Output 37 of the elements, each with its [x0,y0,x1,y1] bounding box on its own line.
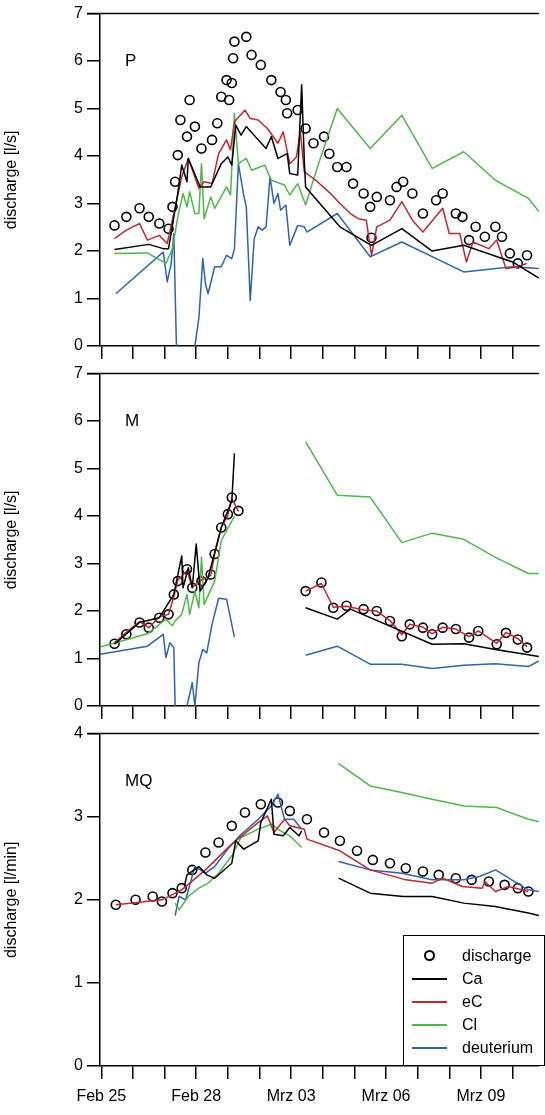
annotation: M [125,411,140,431]
y-tick-label: 1 [74,973,84,991]
y-tick-label: 6 [74,411,84,429]
y-axis-title: discharge [l/s] [2,130,20,230]
y-tick-label: 1 [74,288,84,306]
y-tick-label: 0 [74,336,84,354]
y-tick-label: 3 [74,553,84,571]
legend-label: deuterium [462,1038,534,1057]
y-axis-title: discharge [l/s] [2,490,20,590]
legend-label: Cl [462,1015,478,1034]
x-tick-label: Mrz 03 [266,1087,316,1105]
y-tick-label: 6 [74,51,84,69]
x-tick-label: Mrz 06 [361,1087,411,1105]
y-tick-label: 0 [74,1056,84,1074]
x-tick-label: Mrz 09 [456,1087,506,1105]
y-tick-label: 4 [74,724,84,742]
legend-label: eC [462,992,483,1011]
y-tick-label: 4 [74,146,84,164]
y-tick-label: 3 [74,193,84,211]
y-tick-label: 5 [74,98,84,116]
y-tick-label: 4 [74,506,84,524]
y-tick-label: 2 [74,601,84,619]
y-tick-label: 3 [74,807,84,825]
y-tick-label: 2 [74,890,84,908]
annotation: MQ [125,771,153,791]
y-tick-label: 1 [74,648,84,666]
legend-label: Ca [462,969,483,988]
legend-label: discharge [462,946,532,965]
y-tick-label: 0 [74,696,84,714]
y-tick-label: 7 [74,364,84,382]
x-tick-label: Feb 25 [76,1087,127,1105]
y-axis-title: discharge [l/min] [2,841,20,959]
y-tick-label: 5 [74,458,84,476]
y-tick-label: 2 [74,241,84,259]
y-tick-label: 7 [74,4,84,22]
x-tick-label: Feb 28 [171,1087,222,1105]
annotation: P [125,51,137,71]
